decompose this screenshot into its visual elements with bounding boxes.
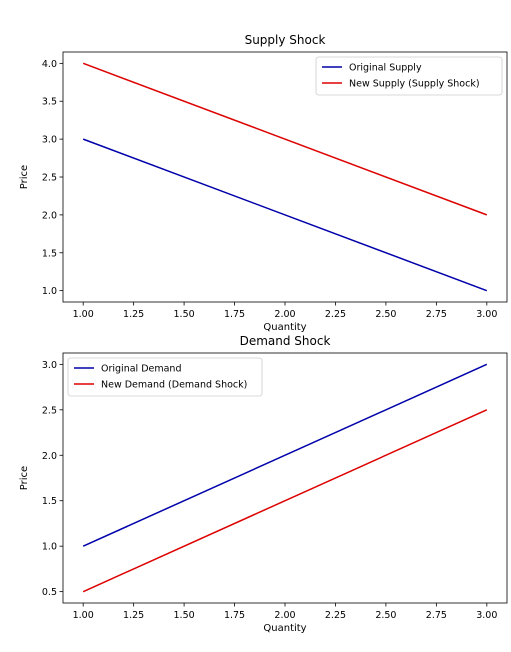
demand-x-tick-label: 1.75 xyxy=(224,610,245,621)
demand-y-tick-label: 1.5 xyxy=(42,496,57,507)
demand-legend-label-1: New Demand (Demand Shock) xyxy=(101,380,247,391)
supply-legend: Original Supply New Supply (Supply Shock) xyxy=(315,56,503,96)
demand-series-line-0 xyxy=(82,363,488,547)
supply-x-tick-label: 2.25 xyxy=(325,309,346,320)
demand-legend-box xyxy=(67,357,263,397)
supply-series-line-0 xyxy=(82,138,488,292)
demand-x-tick-label: 2.75 xyxy=(426,610,447,621)
demand-series-line-1 xyxy=(82,409,488,593)
demand-chart-title: Demand Shock xyxy=(240,334,331,348)
demand-y-tick-label: 1.0 xyxy=(42,542,57,553)
demand-x-tick-label: 2.00 xyxy=(274,610,295,621)
supply-x-tick-label: 1.00 xyxy=(73,309,94,320)
demand-legend: Original Demand New Demand (Demand Shock) xyxy=(67,357,263,397)
supply-x-tick-label: 2.00 xyxy=(274,309,295,320)
supply-x-tick-label: 2.75 xyxy=(426,309,447,320)
demand-x-tick-label: 1.50 xyxy=(174,610,195,621)
demand-x-tick-label: 1.25 xyxy=(123,610,144,621)
supply-chart-title: Supply Shock xyxy=(245,33,326,47)
supply-shock-chart: Supply Shock 1.00 1.25 1.50 1.75 2.00 2.25 2.50… xyxy=(19,33,508,333)
demand-y-tick-label: 2.0 xyxy=(42,451,57,462)
supply-y-tick-label: 1.0 xyxy=(42,286,57,297)
supply-legend-label-1: New Supply (Supply Shock) xyxy=(349,79,480,90)
supply-x-axis-label: Quantity xyxy=(263,322,306,333)
demand-x-tick-label: 1.00 xyxy=(73,610,94,621)
supply-x-tick-label: 2.50 xyxy=(375,309,396,320)
supply-y-tick-label: 4.0 xyxy=(42,59,57,70)
demand-y-tick-label: 3.0 xyxy=(42,360,57,371)
supply-x-tick-label: 1.25 xyxy=(123,309,144,320)
supply-x-tick-label: 1.50 xyxy=(174,309,195,320)
supply-y-tick-label: 3.5 xyxy=(42,97,57,108)
supply-y-tick-label: 2.0 xyxy=(42,210,57,221)
supply-legend-box xyxy=(315,56,503,96)
demand-x-tick-label: 3.00 xyxy=(476,610,497,621)
supply-x-tick-label: 3.00 xyxy=(476,309,497,320)
supply-x-tick-label: 1.75 xyxy=(224,309,245,320)
demand-x-tick-label: 2.50 xyxy=(375,610,396,621)
supply-series-line-1 xyxy=(82,62,488,216)
supply-y-axis-label: Price xyxy=(19,165,30,189)
demand-y-axis-label: Price xyxy=(19,466,30,490)
demand-y-tick-label: 2.5 xyxy=(42,405,57,416)
demand-legend-label-0: Original Demand xyxy=(101,364,181,375)
supply-y-tick-label: 3.0 xyxy=(42,135,57,146)
demand-x-axis-label: Quantity xyxy=(263,623,306,634)
supply-y-tick-label: 1.5 xyxy=(42,248,57,259)
supply-y-tick-label: 2.5 xyxy=(42,173,57,184)
supply-legend-label-0: Original Supply xyxy=(349,63,422,74)
demand-y-tick-label: 0.5 xyxy=(42,587,57,598)
demand-x-tick-label: 2.25 xyxy=(325,610,346,621)
